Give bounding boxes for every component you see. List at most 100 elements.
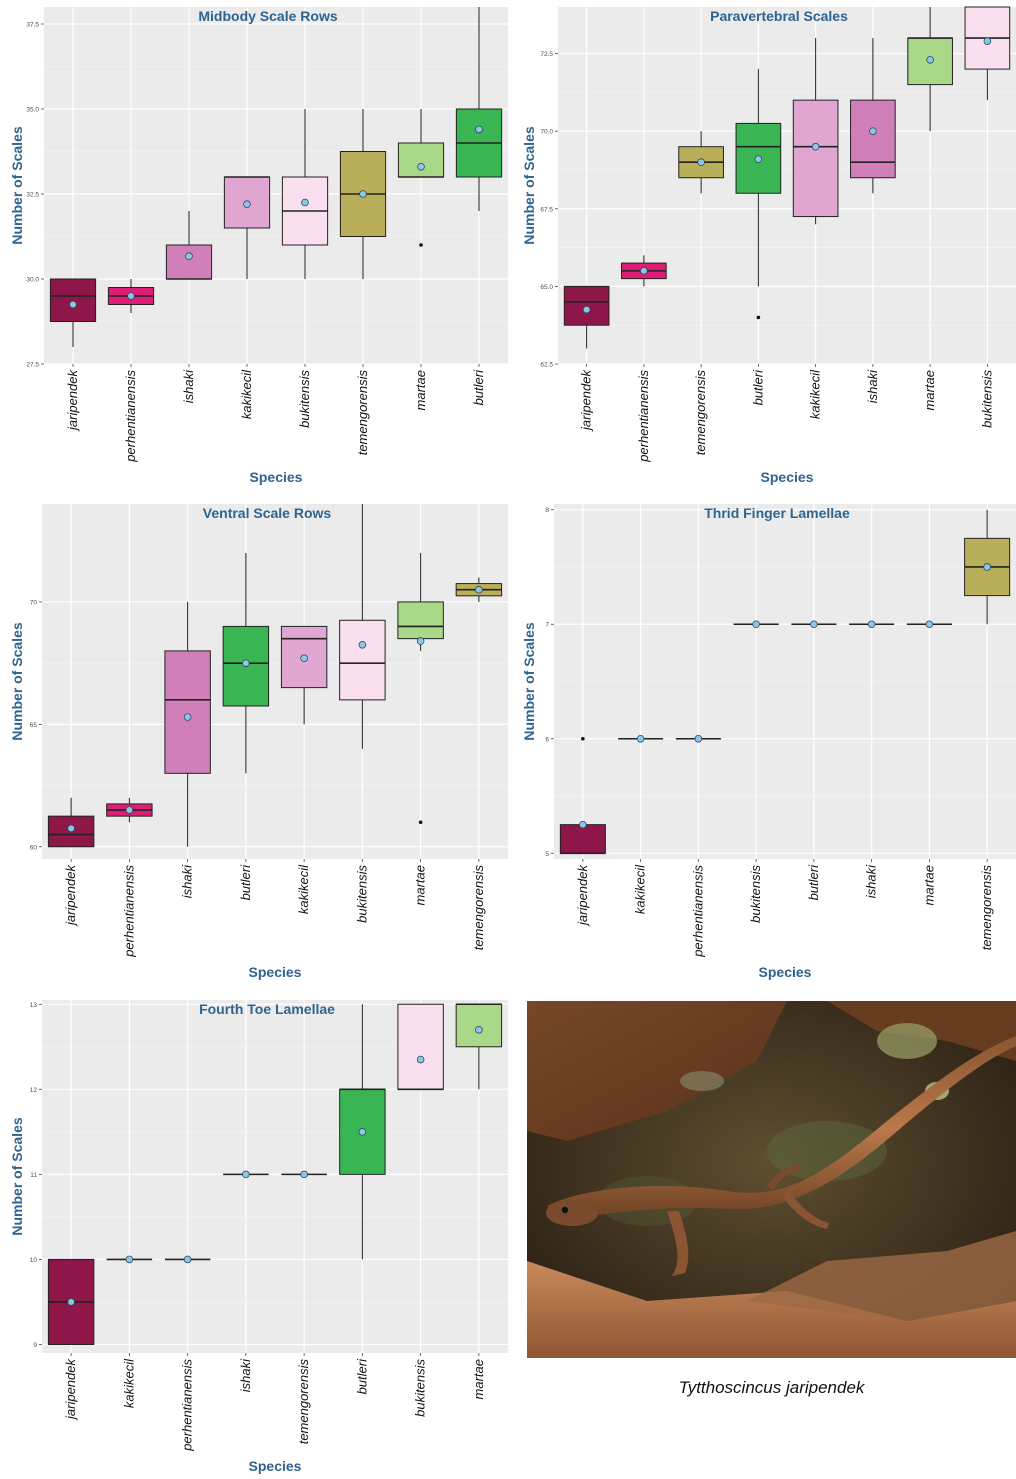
box-butleri bbox=[455, 7, 503, 211]
y-tick-label: 32.5 bbox=[26, 192, 39, 199]
box-perhentianensis bbox=[621, 255, 667, 287]
chart-panel-midbody: 27.5 30.0 32.5 35.0 37.5 jaripendek perhentian… bbox=[0, 0, 510, 490]
mean-point bbox=[358, 640, 367, 649]
chart-panel-paravertebral: 62.5 65.0 67.5 70.0 72.5 jaripendek perhentian… bbox=[512, 0, 1016, 490]
box-jaripendek bbox=[47, 1258, 95, 1345]
x-tick-label: jaripendek bbox=[63, 864, 78, 927]
y-tick-label: 10 bbox=[30, 1257, 38, 1264]
mean-point bbox=[925, 620, 934, 629]
box-ishaki bbox=[223, 1170, 269, 1179]
mean-point bbox=[926, 55, 934, 64]
y-tick-label: 30.0 bbox=[26, 277, 39, 284]
box-kakikecil bbox=[792, 38, 839, 225]
x-tick-label: bukitensis bbox=[979, 370, 994, 428]
mean-point bbox=[243, 200, 251, 209]
y-axis-label: Number of Scales bbox=[521, 126, 537, 244]
box-butleri bbox=[222, 552, 270, 774]
mean-point bbox=[752, 620, 760, 629]
x-tick-label: perhentianensis bbox=[180, 1359, 195, 1452]
box-butleri bbox=[339, 1004, 386, 1260]
x-tick-label: martae bbox=[922, 370, 937, 410]
x-tick-label: kakikecil bbox=[121, 1358, 136, 1408]
outlier-point bbox=[756, 315, 761, 320]
box-temengorensis bbox=[339, 109, 387, 279]
y-axis-label: Number of Scales bbox=[9, 126, 25, 244]
chart-ventral-scale-rows: 60 65 70 jaripendek perhentianensis ishaki but… bbox=[9, 504, 508, 980]
mean-point bbox=[867, 620, 876, 629]
mean-point bbox=[810, 620, 818, 629]
mean-point bbox=[242, 1170, 250, 1179]
box-butleri bbox=[791, 620, 837, 629]
mean-point bbox=[125, 1255, 134, 1264]
box-kakikecil bbox=[106, 1255, 153, 1264]
box-martae bbox=[397, 109, 445, 247]
box-ishaki bbox=[850, 38, 896, 194]
mean-point bbox=[416, 637, 425, 645]
chart-panel-fourth-toe: 9 10 11 12 13 jaripendek kakikecil perhentianen… bbox=[0, 995, 510, 1479]
box-temengorensis bbox=[964, 509, 1011, 625]
y-tick-label: 67.5 bbox=[540, 206, 553, 213]
x-axis-label: Species bbox=[250, 469, 303, 485]
mean-point bbox=[475, 125, 483, 134]
box-iqr bbox=[559, 824, 606, 854]
x-tick-label: ishaki bbox=[865, 369, 880, 403]
y-tick-label: 35.0 bbox=[26, 107, 39, 114]
box-martae bbox=[906, 620, 952, 629]
x-tick-label: kakikecil bbox=[296, 864, 311, 914]
x-tick-label: ishaki bbox=[238, 1358, 253, 1392]
box-iqr bbox=[339, 1088, 386, 1175]
box-bukitensis bbox=[397, 1003, 444, 1091]
chart-title: Fourth Toe Lamellae bbox=[199, 1001, 335, 1017]
x-tick-label: temengorensis bbox=[979, 865, 994, 951]
box-martae bbox=[907, 7, 953, 132]
chart-title: Paravertebral Scales bbox=[710, 8, 848, 24]
chart-title: Ventral Scale Rows bbox=[203, 505, 332, 521]
mean-point bbox=[127, 292, 135, 300]
box-iqr bbox=[49, 278, 97, 322]
box-martae bbox=[397, 552, 444, 825]
y-tick-label: 9 bbox=[33, 1342, 37, 1349]
x-tick-label: temengorensis bbox=[693, 370, 708, 456]
x-tick-label: kakikecil bbox=[633, 864, 648, 914]
box-butleri bbox=[735, 69, 782, 320]
y-tick-label: 8 bbox=[545, 507, 549, 514]
mean-point bbox=[983, 37, 992, 45]
y-tick-label: 70 bbox=[30, 599, 38, 606]
photo-caption: Tytthoscincus jaripendek bbox=[678, 1378, 865, 1397]
mean-point bbox=[300, 1170, 308, 1179]
chart-title: Thrid Finger Lamellae bbox=[704, 505, 850, 521]
chart-panel-third-finger: 5 6 7 8 jaripendek kakikecil perhentianensis bu… bbox=[512, 497, 1016, 987]
mean-point bbox=[475, 585, 483, 594]
x-tick-label: jaripendek bbox=[579, 369, 594, 432]
box-kakikecil bbox=[223, 176, 271, 279]
x-tick-label: temengorensis bbox=[296, 1359, 311, 1445]
box-bukitensis bbox=[964, 6, 1011, 101]
mean-point bbox=[475, 1025, 483, 1034]
mean-point bbox=[183, 713, 192, 721]
x-tick-label: kakikecil bbox=[239, 369, 254, 419]
mean-point bbox=[869, 127, 877, 135]
mean-point bbox=[67, 1298, 75, 1306]
x-tick-label: bukitensis bbox=[748, 865, 763, 923]
y-tick-label: 72.5 bbox=[540, 51, 553, 58]
mean-point bbox=[636, 734, 645, 743]
box-iqr bbox=[164, 650, 211, 774]
box-kakikecil bbox=[280, 625, 328, 725]
box-iqr bbox=[397, 601, 444, 640]
mean-point bbox=[358, 1128, 367, 1136]
box-iqr bbox=[850, 99, 896, 179]
y-tick-label: 60 bbox=[30, 844, 38, 851]
x-tick-label: ishaki bbox=[864, 864, 879, 898]
y-tick-label: 13 bbox=[30, 1002, 38, 1009]
plot-background bbox=[44, 7, 508, 364]
outlier-point bbox=[419, 243, 423, 247]
x-axis-label: Species bbox=[759, 964, 812, 980]
x-axis-label: Species bbox=[249, 964, 302, 980]
y-tick-label: 5 bbox=[545, 851, 549, 858]
mean-point bbox=[697, 158, 705, 167]
y-tick-label: 7 bbox=[545, 622, 549, 629]
box-jaripendek bbox=[559, 736, 606, 855]
x-tick-label: temengorensis bbox=[471, 865, 486, 951]
y-tick-label: 6 bbox=[545, 736, 549, 743]
plot-background bbox=[42, 504, 508, 859]
